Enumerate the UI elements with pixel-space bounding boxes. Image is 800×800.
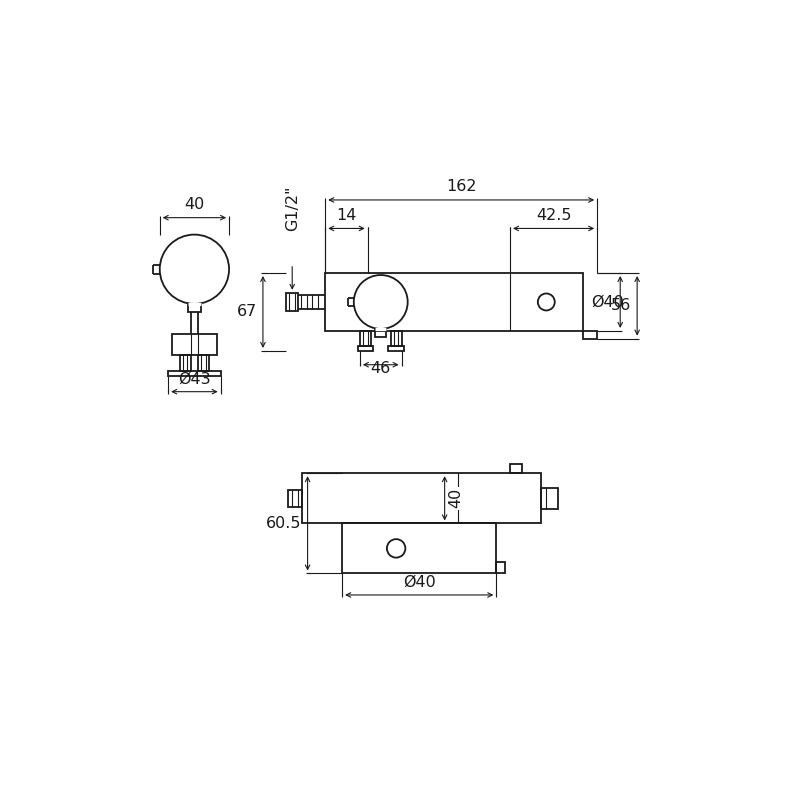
Text: 60.5: 60.5 bbox=[266, 516, 302, 531]
Text: 42.5: 42.5 bbox=[536, 208, 571, 223]
Bar bbox=[172, 334, 217, 355]
Text: Ø40: Ø40 bbox=[403, 574, 436, 590]
Bar bbox=[510, 464, 522, 474]
Bar bbox=[198, 355, 209, 371]
Text: Ø43: Ø43 bbox=[178, 371, 210, 386]
Bar bbox=[541, 487, 558, 509]
Bar bbox=[168, 371, 221, 376]
Bar bbox=[583, 331, 597, 338]
Bar bbox=[358, 346, 373, 351]
Bar bbox=[375, 329, 386, 337]
Text: 46: 46 bbox=[370, 362, 391, 376]
Bar bbox=[326, 273, 583, 331]
Text: 40: 40 bbox=[449, 488, 463, 509]
Bar bbox=[496, 562, 506, 574]
Bar bbox=[180, 355, 190, 371]
Text: 67: 67 bbox=[237, 305, 257, 319]
Text: 162: 162 bbox=[446, 178, 477, 194]
Bar bbox=[286, 293, 298, 311]
Text: 40: 40 bbox=[184, 198, 205, 212]
Text: G1/2": G1/2" bbox=[285, 186, 300, 230]
Text: Ø40: Ø40 bbox=[591, 294, 624, 310]
Text: 14: 14 bbox=[336, 208, 357, 223]
Bar bbox=[342, 523, 496, 574]
Bar bbox=[288, 490, 302, 506]
Bar bbox=[188, 304, 201, 312]
Text: 56: 56 bbox=[610, 298, 631, 314]
Bar bbox=[360, 331, 370, 346]
Bar bbox=[302, 474, 541, 523]
Bar bbox=[389, 346, 404, 351]
Bar bbox=[390, 331, 402, 346]
